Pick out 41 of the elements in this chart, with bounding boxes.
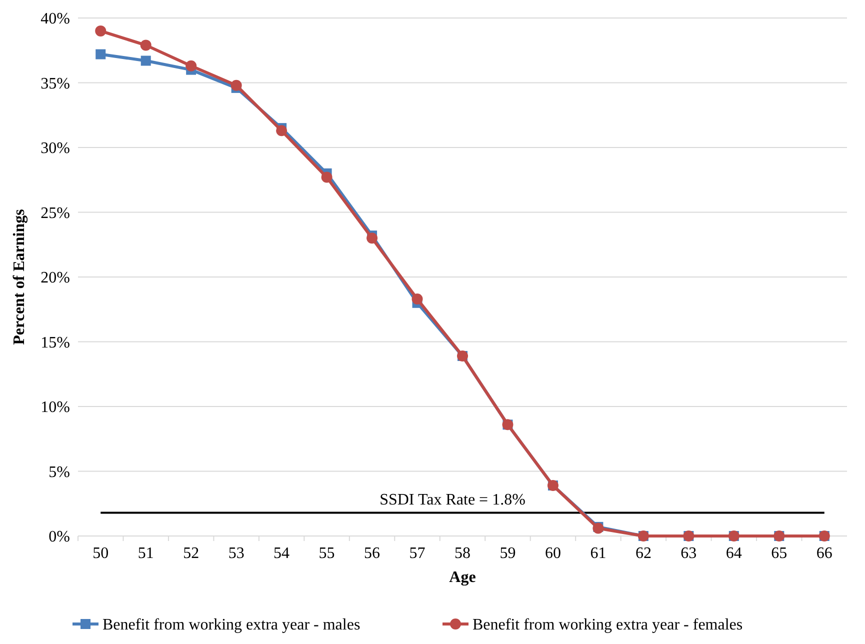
point bbox=[140, 40, 152, 51]
point bbox=[95, 25, 106, 36]
y-tick-label: 40% bbox=[40, 10, 70, 28]
y-tick-label: 5% bbox=[48, 464, 70, 481]
y-tick-label: 25% bbox=[40, 204, 70, 222]
point bbox=[186, 60, 197, 72]
x-tick-label: 56 bbox=[364, 545, 380, 562]
x-tick-label: 62 bbox=[635, 545, 652, 562]
x-tick-label: 52 bbox=[183, 545, 200, 562]
y-tick-label: 10% bbox=[40, 399, 70, 416]
legend-label: Benefit from working extra year - females bbox=[472, 616, 743, 634]
x-tick-label: 61 bbox=[590, 545, 606, 562]
y-tick-label: 35% bbox=[40, 75, 70, 92]
x-tick-label: 58 bbox=[454, 545, 470, 562]
ref-line-label: SSDI Tax Rate = 1.8% bbox=[380, 492, 526, 509]
point bbox=[366, 232, 378, 244]
x-tick-label: 55 bbox=[318, 545, 335, 562]
y-tick-label: 0% bbox=[48, 528, 70, 546]
point bbox=[276, 125, 288, 136]
x-tick-label: 59 bbox=[500, 545, 516, 562]
x-tick-label: 65 bbox=[771, 545, 788, 562]
y-tick-label: 30% bbox=[40, 140, 70, 158]
x-tick-label: 57 bbox=[409, 545, 426, 562]
x-tick-label: 54 bbox=[274, 545, 290, 562]
y-tick-label: 20% bbox=[40, 270, 70, 287]
x-tick-label: 66 bbox=[816, 545, 832, 562]
x-tick-label: 63 bbox=[680, 545, 697, 562]
x-tick-label: 64 bbox=[726, 545, 742, 562]
y-tick-label: 15% bbox=[40, 334, 70, 352]
x-tick-label: 50 bbox=[92, 545, 109, 562]
point bbox=[412, 294, 423, 305]
point bbox=[96, 49, 106, 60]
x-axis-title: Age bbox=[449, 569, 476, 586]
point bbox=[140, 56, 151, 66]
point bbox=[230, 80, 242, 91]
legend-label: Benefit from working extra year - males bbox=[102, 616, 360, 634]
x-tick-label: 53 bbox=[228, 545, 244, 562]
x-tick-label: 60 bbox=[544, 545, 561, 562]
y-axis-title: Percent of Earnings bbox=[11, 209, 28, 345]
point bbox=[321, 172, 332, 183]
x-tick-label: 51 bbox=[138, 545, 154, 562]
